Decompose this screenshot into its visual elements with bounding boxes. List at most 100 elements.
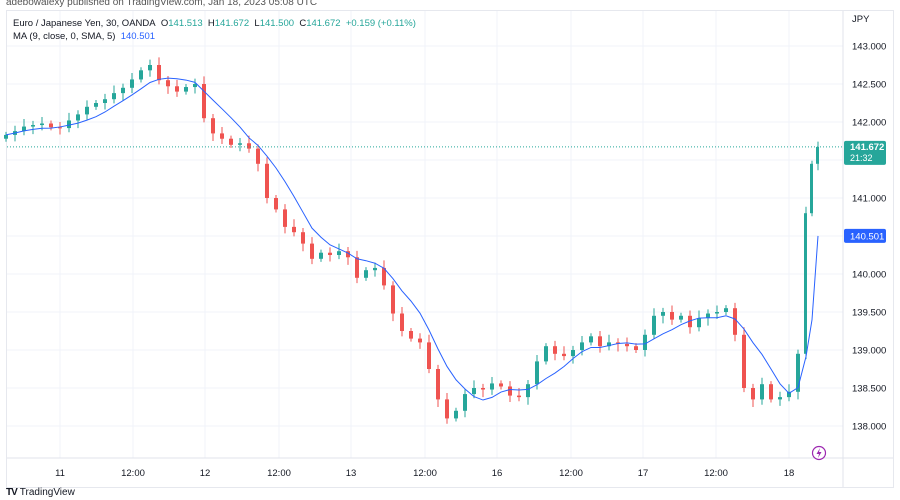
candle-body [670,312,674,320]
candle-body [175,86,179,92]
candle-body [733,308,737,335]
ma-badge-value: 140.501 [850,231,884,242]
ma-label[interactable]: MA (9, close, 0, SMA, 5) [13,31,116,42]
candle-body [445,399,449,419]
candle-body [148,65,152,71]
time-tick-label: 12:00 [267,468,291,479]
low-label: L [254,18,260,29]
brand-name: TradingView [19,487,75,498]
price-tick-label: 139.000 [852,346,886,357]
lightning-glyph [816,448,822,458]
candle-body [706,313,710,319]
ma-badge [844,228,886,243]
time-tick-label: 11 [55,468,65,479]
candle-body [481,388,485,390]
candle-body [697,318,701,328]
open-value: 141.513 [168,18,203,29]
time-tick-label: 12:00 [704,468,728,479]
candle-body [724,308,728,312]
candle-body [463,394,467,411]
candle-body [535,361,539,385]
ma-row: MA (9, close, 0, SMA, 5) 140.501 [13,30,416,43]
candle-body [130,79,134,88]
ma-line [5,77,819,401]
price-tick-label: 138.500 [852,384,886,395]
candle-body [490,383,494,390]
time-tick-label: 16 [492,468,503,479]
candle-body [391,285,395,314]
price-tick-label: 141.000 [852,194,886,205]
candle-body [508,386,512,396]
time-tick-label: 18 [784,468,795,479]
publisher-line: adebowalexy published on TradingView.com… [6,0,318,8]
candle-body [751,388,755,400]
candle-body [301,232,305,244]
candle-body [364,270,368,278]
close-label: C [299,18,307,29]
candle-body [58,127,62,129]
candle-body [265,163,269,198]
ma-value: 140.501 [120,31,156,42]
candle-body [787,391,791,398]
price-tick-label: 140.000 [852,270,886,281]
candle-body [94,103,98,107]
price-tick-label: 142.000 [852,118,886,129]
chart-frame [6,10,894,488]
candle-body [67,120,71,129]
symbol-title[interactable]: Euro / Japanese Yen, 30, OANDA [13,18,156,29]
candle-body [810,163,813,214]
candle-body [382,267,386,286]
candle-body [652,315,656,335]
price-tick-label: 143.000 [852,42,886,53]
tv-logo-icon: TV [6,487,18,498]
candle-body [328,252,332,255]
candle-body [589,336,593,343]
candle-body [112,93,116,100]
candle-body [4,134,8,139]
candle-body [139,70,143,80]
candle-body [436,369,440,400]
price-tick-label: 142.500 [852,80,886,91]
candle-body [409,331,413,339]
high-value: 141.672 [214,18,250,29]
candle-body [229,138,233,145]
candle-body [804,213,807,354]
candle-body [31,125,35,127]
candle-body [544,346,548,362]
candle-body [715,312,719,314]
candle-body [121,87,125,94]
candle-body [607,342,611,347]
candle-body [679,315,683,320]
candle-body [661,312,665,316]
candle-body [418,338,422,343]
candle-body [760,384,764,400]
candle-body [184,87,188,92]
time-tick-label: 17 [638,468,649,479]
candle-body [247,143,251,149]
candle-body [22,126,26,132]
candle-body [598,336,602,347]
candle-body [346,251,350,258]
candle-body [76,114,80,121]
candle-body [580,342,584,350]
candle-body [238,143,242,145]
candle-body [157,65,161,81]
time-tick-label: 13 [346,468,357,479]
candle-body [742,334,746,388]
high-label: H [207,18,215,29]
candle-body [571,350,575,357]
candle-body [400,313,404,331]
candle-body [220,133,224,139]
candle-body [40,123,44,126]
candle-body [688,315,692,328]
last-price-value: 141.672 [850,142,884,153]
candle-body [256,148,260,164]
time-tick-label: 12:00 [121,468,145,479]
candle-body [49,123,53,128]
last-price-badge [844,140,886,165]
symbol-ohlc-row: Euro / Japanese Yen, 30, OANDA O141.513 … [13,17,416,30]
change-value: +0.159 (+0.11%) [345,18,416,29]
candle-body [193,84,197,88]
candle-body [337,251,341,255]
